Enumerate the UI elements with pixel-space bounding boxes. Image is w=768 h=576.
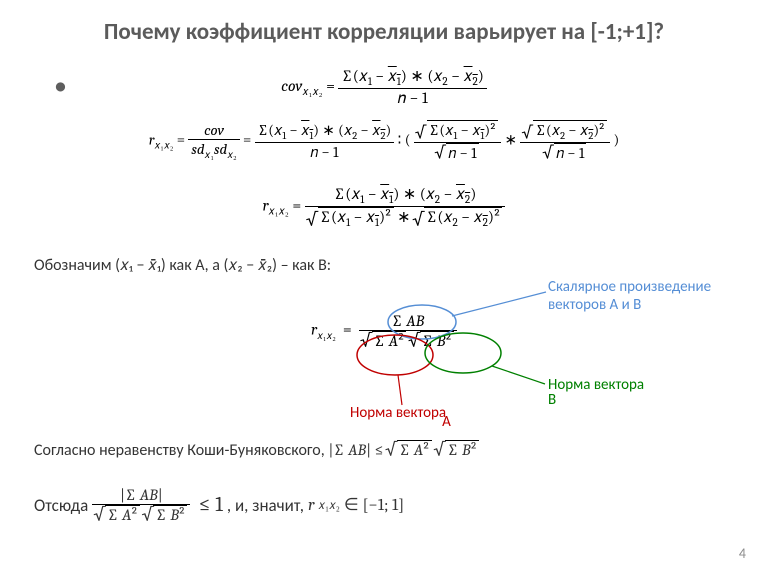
annotation-normB: Норма вектораB — [548, 376, 644, 412]
hence-text: Отсюда |∑ AB| ∑ A² ∑ B² ≤ 1, и, значит, … — [34, 486, 404, 524]
cauchy-text: Согласно неравенству Коши-Буняковского, … — [34, 440, 479, 460]
formula-r-expanded: r𝑥₁𝑥₂ = cov sd𝑥₁sd𝑥₂ = ∑(𝑥1 − 𝑥1) ∗ (𝑥2 … — [0, 120, 768, 162]
page-title: Почему коэффициент корреляции варьирует … — [34, 18, 734, 46]
formula-r-AB: r𝑥₁𝑥₂ = ∑ AB ∑ A² ∑ B² — [0, 312, 768, 350]
denotation-text: Обозначим (𝑥₁ − 𝑥̄₁) как A, а (𝑥₂ − 𝑥̄₂)… — [34, 256, 331, 275]
formula-r-simplified: r𝑥₁𝑥₂ = ∑(𝑥1 − 𝑥1) ∗ (𝑥2 − 𝑥2) ∑(𝑥1 − 𝑥1… — [0, 184, 768, 229]
annotation-normA: Норма вектораA — [350, 404, 455, 422]
formula-cov: cov𝑥₁𝑥₂ = ∑(𝑥1 − 𝑥1) ∗ (𝑥2 − 𝑥2) 𝑛 − 1 — [0, 66, 768, 108]
page-number: 4 — [739, 545, 746, 562]
annotation-dotproduct: Скалярное произведение векторов A и B — [548, 278, 738, 314]
